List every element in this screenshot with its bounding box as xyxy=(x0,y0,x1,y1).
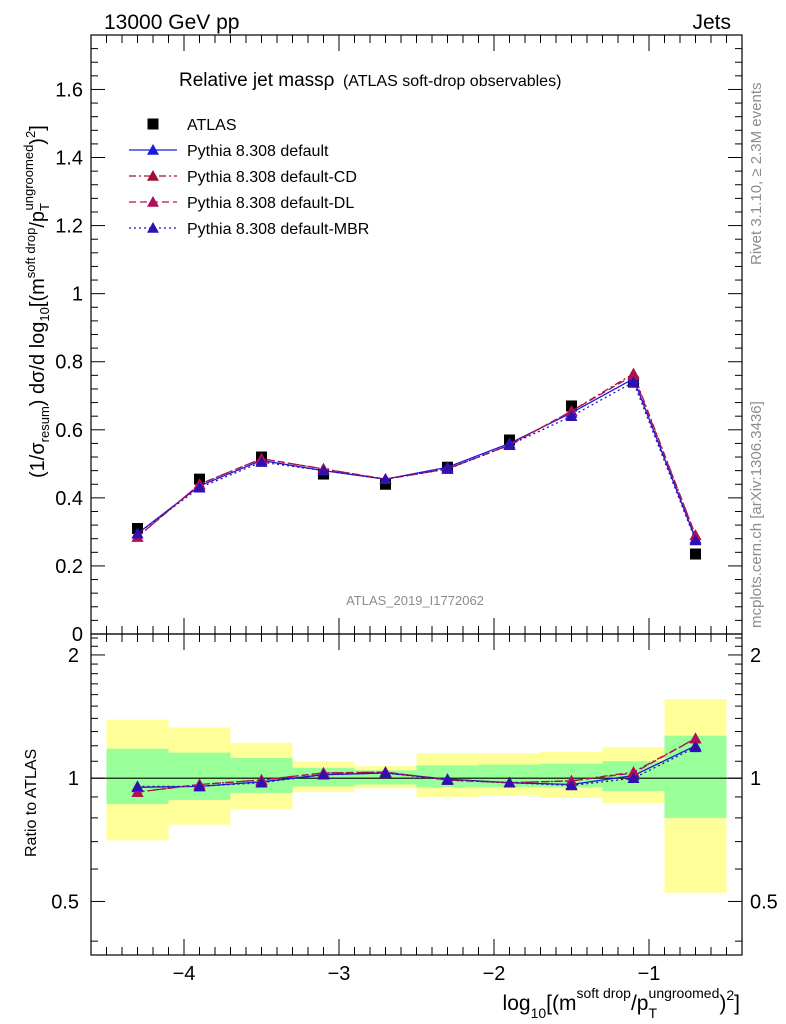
analysis-watermark: ATLAS_2019_I1772062 xyxy=(346,593,484,608)
main-y-axis-label: (1/σresum) dσ/d log10[(msoft drop/pTungr… xyxy=(21,125,52,478)
mc-series-point xyxy=(255,456,268,467)
ratio-y-tick-label-right: 0.5 xyxy=(750,891,778,913)
axes-layer: 0 0.2 0.4 0.6 0.8 1 1.2 1.4 1.6 0.5 0.5 1 1 2 2 −4 −3 −2 −… xyxy=(51,34,778,985)
atlas-data-point xyxy=(380,478,391,490)
legend-entry-label: Pythia 8.308 default xyxy=(187,143,329,160)
ratio-series-point xyxy=(131,780,144,792)
plot-title-sub: (ATLAS soft-drop observables) xyxy=(343,73,561,90)
mc-series-line xyxy=(137,374,697,538)
main-y-tick-label: 1 xyxy=(72,284,83,306)
mc-series-point xyxy=(379,473,392,484)
legend-marker xyxy=(147,170,159,181)
ratio-y-tick-label-right: 2 xyxy=(750,645,761,667)
rivet-label: Rivet 3.1.10, ≥ 2.3M events xyxy=(748,83,765,266)
mc-series-point xyxy=(503,439,516,450)
ratio-series-point xyxy=(379,766,392,778)
legend-marker xyxy=(147,222,159,233)
main-y-tick-label: 1.4 xyxy=(55,148,83,170)
x-tick-label: −3 xyxy=(328,963,351,985)
legend-marker xyxy=(147,196,159,207)
mc-series-point xyxy=(441,462,454,474)
legend-entry-label: Pythia 8.308 default-CD xyxy=(187,169,357,186)
legend-atlas-marker xyxy=(147,118,159,130)
ratio-series-point xyxy=(565,779,578,791)
green-band-bin xyxy=(168,752,231,800)
ratio-y-tick-label-left: 2 xyxy=(68,645,79,667)
ratio-y-tick-label-left: 1 xyxy=(68,768,79,790)
mc-series-point xyxy=(131,527,144,539)
main-y-tick-label: 1.6 xyxy=(55,79,83,101)
atlas-data-point xyxy=(690,548,701,560)
ratio-series-line xyxy=(137,737,696,793)
main-y-tick-label: 0.8 xyxy=(55,352,83,374)
mc-series-point xyxy=(689,534,702,546)
ratio-series-point xyxy=(441,773,454,785)
main-y-tick-label: 0.6 xyxy=(55,420,83,442)
plot-title: Relative jet massρ (ATLAS soft-drop obse… xyxy=(179,70,561,91)
mcplots-label: mcplots.cern.ch [arXiv:1306.3436] xyxy=(748,401,765,628)
ratio-series-point xyxy=(131,786,144,797)
main-y-tick-label: 0.4 xyxy=(55,488,83,510)
mc-series-point xyxy=(565,410,578,421)
header-jets-label: Jets xyxy=(692,11,731,34)
ratio-y-axis-label: Ratio to ATLAS xyxy=(23,749,40,857)
legend: ATLAS Pythia 8.308 default Pythia 8.308 de… xyxy=(129,117,369,238)
ratio-series-point xyxy=(689,741,702,753)
ratio-series-point xyxy=(503,776,516,788)
ratio-y-tick-label-right: 1 xyxy=(750,768,761,790)
ratio-series-point xyxy=(317,768,330,780)
ratio-series-point xyxy=(255,776,268,788)
ratio-series-point xyxy=(627,772,640,784)
ratio-series-point xyxy=(689,732,702,744)
mc-series-point xyxy=(627,369,640,381)
mc-series-line xyxy=(137,381,697,541)
x-axis-label: log10[(msoft drop/pTungroomed)2] xyxy=(503,985,740,1021)
ratio-y-tick-label-left: 0.5 xyxy=(51,891,79,913)
main-y-tick-label: 0 xyxy=(72,624,83,646)
ratio-series-layer xyxy=(131,732,702,797)
mc-series-point xyxy=(193,481,206,493)
legend-entry-label: ATLAS xyxy=(187,117,237,134)
x-tick-label: −2 xyxy=(483,963,506,985)
mc-series-point xyxy=(627,376,640,387)
x-tick-label: −1 xyxy=(638,963,661,985)
main-series-layer xyxy=(131,367,702,560)
main-y-tick-label: 1.2 xyxy=(55,216,83,238)
header-energy-label: 13000 GeV pp xyxy=(104,11,239,34)
main-y-tick-label: 0.2 xyxy=(55,556,83,578)
ratio-series-line xyxy=(137,746,696,788)
ratio-uncertainty-bands xyxy=(91,699,742,893)
plot-title-main: Relative jet massρ xyxy=(179,70,335,91)
legend-marker xyxy=(147,144,159,155)
legend-entry-label: Pythia 8.308 default-DL xyxy=(187,195,354,212)
x-tick-label: −4 xyxy=(173,963,196,985)
mc-series-line xyxy=(137,377,697,539)
ratio-series-point xyxy=(193,780,206,792)
mc-series-point xyxy=(317,464,330,476)
legend-entry-label: Pythia 8.308 default-MBR xyxy=(187,221,369,238)
mc-series-line xyxy=(137,372,697,538)
